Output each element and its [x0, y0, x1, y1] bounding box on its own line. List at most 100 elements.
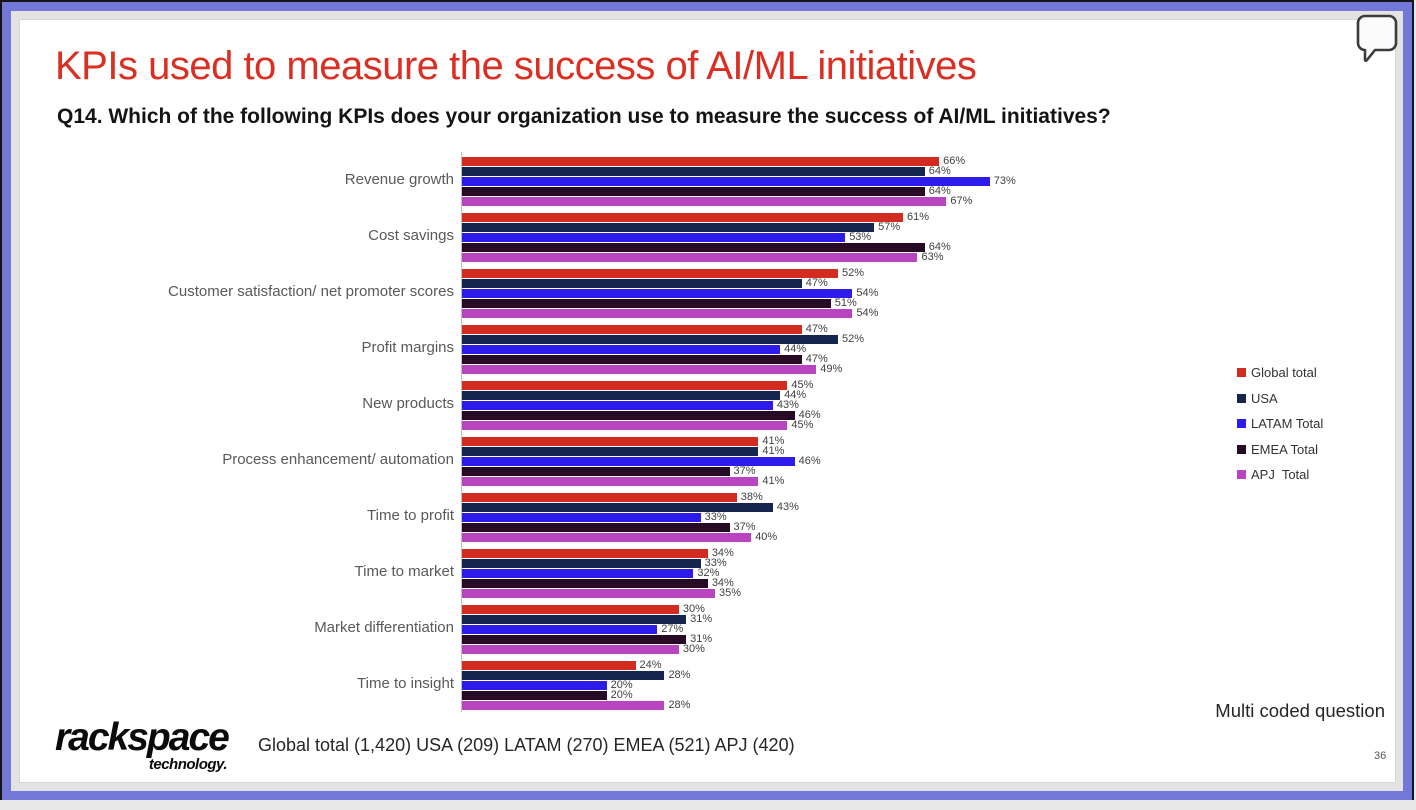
bar-group: 38% 43% 33% 37% 40% — [461, 488, 1240, 544]
bar-latam-total — [462, 513, 701, 522]
bar-line: 24% — [462, 660, 1240, 671]
bar-emea-total — [462, 299, 831, 308]
bar-value-label: 37% — [733, 465, 756, 477]
bar-line: 64% — [462, 165, 1240, 177]
bar-line: 40% — [462, 532, 1240, 543]
bar-value-label: 20% — [610, 679, 633, 691]
bar-global-total — [462, 269, 838, 278]
bar-usa — [462, 279, 802, 288]
category-label: Time to profit — [367, 507, 454, 525]
chart-row: Market differentiation 30% 31% 27% 31% 30% — [55, 600, 1240, 656]
sample-base-note: Global total (1,420) USA (209) LATAM (27… — [258, 735, 795, 755]
bar-value-label: 61% — [907, 211, 930, 223]
bar-group: 45% 44% 43% 46% 45% — [461, 376, 1240, 432]
bar-line: 47% — [462, 278, 1240, 289]
bar-value-label: 43% — [776, 399, 799, 411]
legend-label: APJ Total — [1251, 467, 1310, 483]
chart-row: Cost savings 61% 57% 53% 64% 63% — [55, 208, 1240, 264]
bar-line: 51% — [462, 297, 1240, 309]
bar-line: 64% — [462, 241, 1240, 253]
bar-latam-total — [462, 681, 607, 690]
bar-line: 54% — [462, 288, 1240, 299]
bar-line: 44% — [462, 343, 1240, 355]
bar-global-total — [462, 437, 759, 446]
bar-value-label: 30% — [682, 603, 705, 615]
bar-global-total — [462, 381, 788, 390]
bar-value-label: 57% — [878, 221, 901, 233]
legend-swatch-icon — [1237, 419, 1246, 429]
bar-line: 47% — [462, 353, 1240, 365]
bar-apj-total — [462, 645, 679, 654]
bar-global-total — [462, 213, 904, 222]
legend-swatch-icon — [1237, 393, 1246, 403]
legend-item: Global total — [1237, 360, 1323, 386]
slide-title: KPIs used to measure the success of AI/M… — [55, 44, 977, 88]
bar-value-label: 41% — [762, 435, 785, 447]
bar-group: 52% 47% 54% 51% 54% — [461, 264, 1240, 320]
bar-line: 49% — [462, 363, 1240, 375]
bar-emea-total — [462, 691, 607, 700]
bar-latam-total — [462, 625, 658, 634]
bar-group: 34% 33% 32% 34% 35% — [461, 544, 1240, 600]
bar-value-label: 49% — [820, 363, 843, 375]
bar-group: 24% 28% 20% 20% 28% — [461, 656, 1240, 712]
bar-value-label: 43% — [776, 501, 799, 513]
bar-value-label: 47% — [805, 353, 828, 365]
bar-value-label: 20% — [610, 689, 633, 701]
bar-value-label: 31% — [690, 613, 713, 625]
bar-latam-total — [462, 569, 694, 578]
bar-value-label: 34% — [711, 577, 734, 589]
bar-value-label: 33% — [704, 557, 727, 569]
bar-value-label: 45% — [791, 419, 814, 431]
bar-usa — [462, 559, 701, 568]
rackspace-logo: rackspace technology. — [55, 716, 230, 773]
bar-usa — [462, 671, 665, 680]
bar-line: 66% — [462, 156, 1240, 167]
legend-item: EMEA Total — [1237, 437, 1323, 463]
bar-latam-total — [462, 345, 781, 354]
bar-value-label: 46% — [798, 409, 821, 421]
bar-line: 43% — [462, 501, 1240, 513]
bar-value-label: 64% — [928, 165, 951, 177]
bar-line: 32% — [462, 568, 1240, 579]
bar-value-label: 45% — [791, 379, 814, 391]
multi-coded-note: Multi coded question — [1215, 700, 1385, 721]
bar-value-label: 28% — [668, 669, 691, 681]
bar-line: 73% — [462, 175, 1240, 187]
bar-value-label: 27% — [661, 623, 684, 635]
bar-line: 37% — [462, 465, 1240, 477]
legend-label: EMEA Total — [1251, 441, 1318, 457]
legend-label: Global total — [1251, 365, 1317, 381]
bar-emea-total — [462, 579, 708, 588]
bar-usa — [462, 391, 781, 400]
bar-line: 64% — [462, 186, 1240, 197]
bar-value-label: 73% — [993, 175, 1016, 187]
bar-line: 41% — [462, 446, 1240, 457]
bar-value-label: 47% — [805, 323, 828, 335]
bar-apj-total — [462, 701, 665, 710]
bar-value-label: 44% — [784, 343, 807, 355]
bar-line: 27% — [462, 623, 1240, 635]
bar-group: 61% 57% 53% 64% 63% — [461, 208, 1240, 264]
comment-icon[interactable] — [1352, 12, 1400, 66]
logo-brand-text: rackspace — [55, 716, 230, 759]
bar-line: 41% — [462, 435, 1240, 447]
bar-line: 20% — [462, 689, 1240, 701]
bar-line: 28% — [462, 700, 1240, 711]
bar-value-label: 64% — [928, 241, 951, 253]
category-label: Revenue growth — [344, 171, 454, 189]
logo-sub-text: technology. — [148, 756, 228, 773]
bar-emea-total — [462, 411, 795, 420]
bar-value-label: 51% — [834, 297, 857, 309]
bar-latam-total — [462, 233, 846, 242]
bar-line: 37% — [462, 521, 1240, 533]
bar-value-label: 38% — [740, 491, 763, 503]
bar-value-label: 30% — [682, 643, 705, 655]
bar-value-label: 31% — [690, 633, 713, 645]
bar-line: 20% — [462, 679, 1240, 691]
bar-value-label: 37% — [733, 521, 756, 533]
legend-swatch-icon — [1237, 470, 1246, 480]
bar-line: 52% — [462, 334, 1240, 345]
chart-row: Customer satisfaction/ net promoter scor… — [55, 264, 1240, 320]
